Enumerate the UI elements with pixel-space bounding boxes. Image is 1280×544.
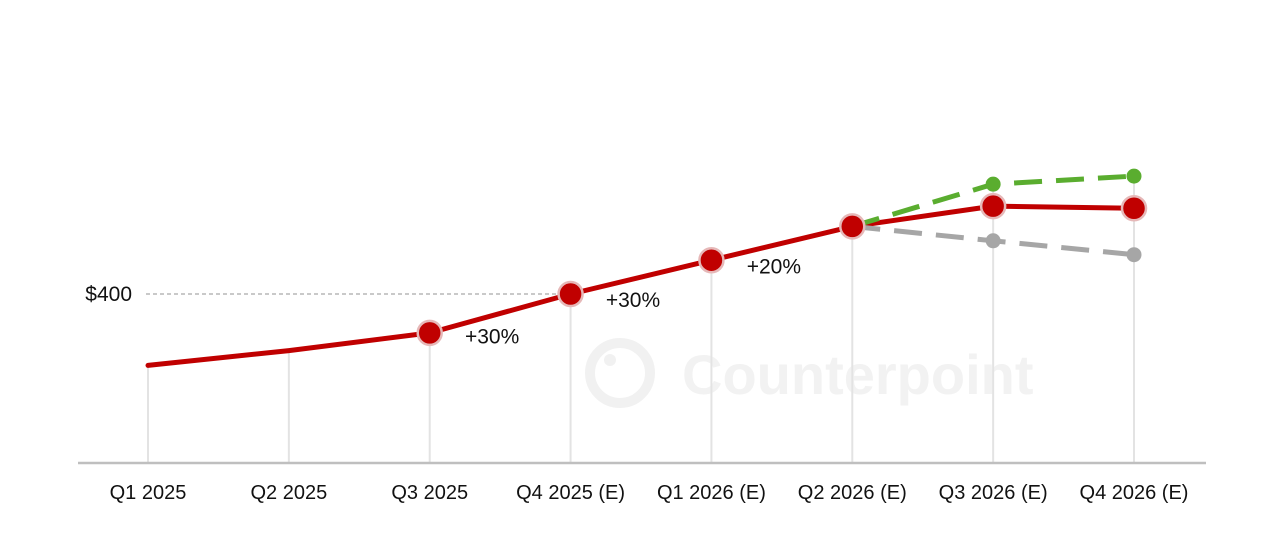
- data-point-s1-6: [985, 176, 1001, 192]
- x-tick-label-7: Q4 2026 (E): [1080, 482, 1189, 504]
- growth-annotation-1: +30%: [606, 289, 660, 312]
- watermark-logo-dot: [604, 354, 616, 366]
- x-tick-label-6: Q3 2026 (E): [939, 482, 1048, 504]
- data-point-s2-7: [1126, 247, 1142, 263]
- data-point-s0-6: [979, 192, 1007, 220]
- x-tick-label-4: Q1 2026 (E): [657, 482, 766, 504]
- data-point-s0-2: [416, 319, 443, 347]
- series-line-0: [145, 203, 1137, 368]
- growth-annotation-2: +20%: [747, 255, 801, 278]
- data-point-s0-7: [1120, 194, 1148, 222]
- x-tick-label-5: Q2 2026 (E): [798, 482, 907, 504]
- watermark-logo-icon: [585, 338, 655, 408]
- data-point-s1-7: [1126, 168, 1142, 184]
- data-point-s0-4: [698, 246, 725, 274]
- x-tick-label-0: Q1 2025: [110, 482, 187, 504]
- x-tick-label-3: Q4 2025 (E): [516, 482, 625, 504]
- reference-line-label: $400: [85, 283, 132, 306]
- data-point-s2-6: [985, 233, 1001, 249]
- watermark-text: Counterpoint: [682, 343, 1033, 406]
- x-tick-label-2: Q3 2025: [391, 482, 468, 504]
- x-tick-label-1: Q2 2025: [250, 482, 327, 504]
- growth-annotation-0: +30%: [465, 325, 519, 348]
- data-point-s0-5: [839, 213, 866, 240]
- data-point-s0-3: [557, 280, 584, 308]
- watermark: Counterpoint: [585, 338, 1033, 408]
